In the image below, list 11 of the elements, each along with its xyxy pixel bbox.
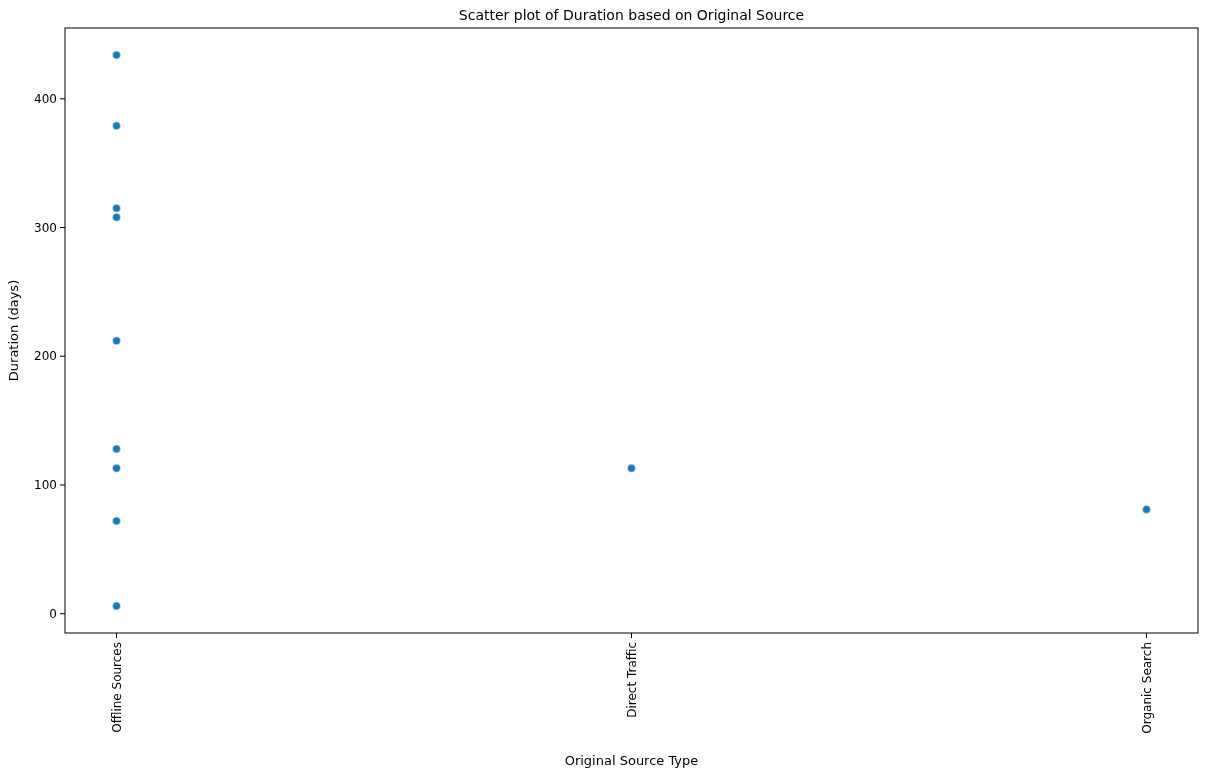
y-tick-label: 300 [34,220,57,235]
x-tick-label: Offline Sources [109,642,124,733]
x-tick-label: Organic Search [1139,642,1154,734]
y-axis-title: Duration (days) [6,279,21,382]
y-tick-label: 400 [34,92,57,106]
y-tick-label: 200 [34,349,57,364]
x-axis-title: Original Source Type [564,753,699,768]
y-tick-label: 0 [49,606,57,621]
y-tick-label: 100 [34,478,57,493]
x-tick-label: Direct Traffic [624,642,639,718]
chart-title: Scatter plot of Duration based on Original Source [458,7,805,23]
